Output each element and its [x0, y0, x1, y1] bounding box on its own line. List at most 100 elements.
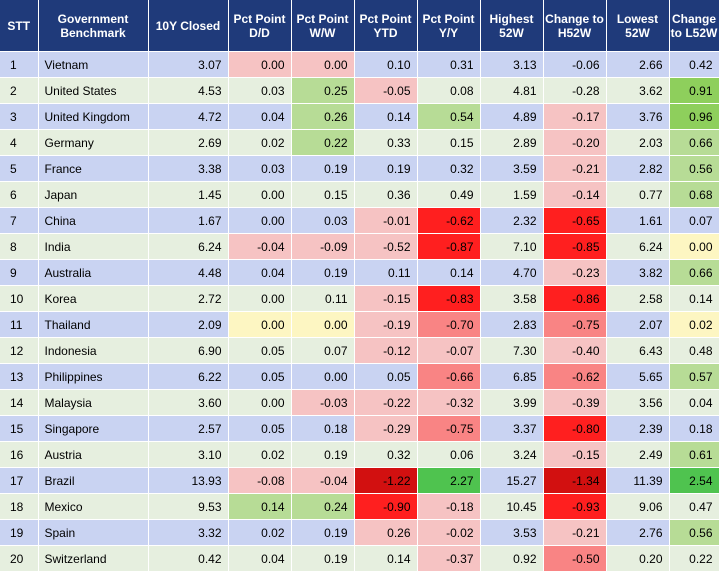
header-ww: Pct Point W/W — [291, 0, 355, 52]
cell-ytd: 0.33 — [354, 129, 418, 156]
cell-ww: 0.19 — [291, 441, 355, 468]
cell-closed: 6.24 — [148, 233, 229, 260]
cell-dd: 0.03 — [228, 155, 292, 182]
table-row: 16 Austria 3.10 0.02 0.19 0.32 0.06 3.24 -0.15 2.… — [0, 441, 720, 468]
cell-ytd: -0.01 — [354, 207, 418, 234]
cell-yy: -0.83 — [417, 285, 481, 312]
cell-dd: 0.02 — [228, 519, 292, 546]
cell-ww: 0.24 — [291, 493, 355, 520]
cell-stt: 16 — [0, 441, 39, 468]
cell-l52: 2.66 — [606, 51, 670, 78]
header-dd: Pct Point D/D — [228, 0, 292, 52]
cell-h52: 3.37 — [480, 415, 544, 442]
cell-cl52: 0.56 — [669, 519, 720, 546]
cell-ch52: -0.28 — [543, 77, 607, 104]
cell-l52: 5.65 — [606, 363, 670, 390]
table-row: 7 China 1.67 0.00 0.03 -0.01 -0.62 2.32 -0.65 1.6… — [0, 207, 720, 234]
cell-l52: 0.20 — [606, 545, 670, 572]
cell-yy: -0.87 — [417, 233, 481, 260]
cell-dd: 0.04 — [228, 103, 292, 130]
cell-ww: -0.04 — [291, 467, 355, 494]
cell-cl52: 0.56 — [669, 155, 720, 182]
cell-l52: 9.06 — [606, 493, 670, 520]
cell-dd: 0.00 — [228, 51, 292, 78]
cell-benchmark: Switzerland — [38, 545, 149, 572]
cell-ww: 0.19 — [291, 155, 355, 182]
cell-benchmark: France — [38, 155, 149, 182]
cell-ch52: -0.23 — [543, 259, 607, 286]
cell-ww: 0.00 — [291, 51, 355, 78]
cell-ytd: 0.32 — [354, 441, 418, 468]
cell-ch52: -0.15 — [543, 441, 607, 468]
cell-cl52: 0.96 — [669, 103, 720, 130]
cell-yy: 0.49 — [417, 181, 481, 208]
cell-closed: 4.48 — [148, 259, 229, 286]
cell-h52: 3.13 — [480, 51, 544, 78]
cell-cl52: 0.42 — [669, 51, 720, 78]
cell-benchmark: Mexico — [38, 493, 149, 520]
cell-ww: 0.19 — [291, 519, 355, 546]
cell-closed: 9.53 — [148, 493, 229, 520]
cell-ch52: -0.20 — [543, 129, 607, 156]
cell-ytd: 0.14 — [354, 103, 418, 130]
cell-l52: 2.39 — [606, 415, 670, 442]
cell-yy: 0.08 — [417, 77, 481, 104]
table-row: 11 Thailand 2.09 0.00 0.00 -0.19 -0.70 2.83 -0.7… — [0, 311, 720, 338]
cell-ww: -0.03 — [291, 389, 355, 416]
table-row: 3 United Kingdom 4.72 0.04 0.26 0.14 0.54 4.89-… — [0, 103, 720, 130]
cell-stt: 8 — [0, 233, 39, 260]
cell-cl52: 0.61 — [669, 441, 720, 468]
table-row: 10 Korea 2.72 0.00 0.11 -0.15 -0.83 3.58 -0.86 2.… — [0, 285, 720, 312]
cell-ch52: -0.85 — [543, 233, 607, 260]
cell-ytd: 0.10 — [354, 51, 418, 78]
cell-yy: -0.02 — [417, 519, 481, 546]
cell-ch52: -0.40 — [543, 337, 607, 364]
cell-ch52: -0.14 — [543, 181, 607, 208]
cell-l52: 2.07 — [606, 311, 670, 338]
cell-dd: 0.00 — [228, 181, 292, 208]
header-stt: STT — [0, 0, 39, 52]
cell-closed: 0.42 — [148, 545, 229, 572]
cell-l52: 3.82 — [606, 259, 670, 286]
cell-ytd: -0.12 — [354, 337, 418, 364]
cell-stt: 12 — [0, 337, 39, 364]
cell-ytd: 0.26 — [354, 519, 418, 546]
cell-benchmark: Brazil — [38, 467, 149, 494]
cell-ytd: 0.36 — [354, 181, 418, 208]
table-row: 19 Spain 3.32 0.02 0.19 0.26 -0.02 3.53 -0.21 2.7… — [0, 519, 720, 546]
cell-cl52: 0.14 — [669, 285, 720, 312]
cell-closed: 13.93 — [148, 467, 229, 494]
cell-dd: 0.00 — [228, 207, 292, 234]
cell-closed: 2.72 — [148, 285, 229, 312]
header-benchmark: Government Benchmark — [38, 0, 149, 52]
cell-closed: 2.57 — [148, 415, 229, 442]
cell-ch52: -0.06 — [543, 51, 607, 78]
cell-closed: 1.67 — [148, 207, 229, 234]
cell-yy: -0.66 — [417, 363, 481, 390]
cell-cl52: 0.02 — [669, 311, 720, 338]
cell-stt: 17 — [0, 467, 39, 494]
cell-h52: 3.53 — [480, 519, 544, 546]
cell-cl52: 0.22 — [669, 545, 720, 572]
cell-benchmark: Thailand — [38, 311, 149, 338]
cell-closed: 1.45 — [148, 181, 229, 208]
cell-ww: 0.22 — [291, 129, 355, 156]
cell-stt: 20 — [0, 545, 39, 572]
cell-benchmark: India — [38, 233, 149, 260]
cell-stt: 15 — [0, 415, 39, 442]
cell-cl52: 0.04 — [669, 389, 720, 416]
cell-ww: 0.00 — [291, 363, 355, 390]
cell-ytd: 0.05 — [354, 363, 418, 390]
table-row: 2 United States 4.53 0.03 0.25 -0.05 0.08 4.81-… — [0, 77, 720, 104]
cell-stt: 3 — [0, 103, 39, 130]
table-row: 1 Vietnam 3.07 0.00 0.00 0.10 0.31 3.13 -0.06 2.6… — [0, 51, 720, 78]
cell-closed: 3.60 — [148, 389, 229, 416]
cell-ww: 0.11 — [291, 285, 355, 312]
header-ytd: Pct Point YTD — [354, 0, 418, 52]
cell-benchmark: United Kingdom — [38, 103, 149, 130]
cell-ch52: -0.21 — [543, 519, 607, 546]
cell-dd: 0.00 — [228, 389, 292, 416]
cell-yy: 0.54 — [417, 103, 481, 130]
cell-l52: 2.82 — [606, 155, 670, 182]
cell-stt: 14 — [0, 389, 39, 416]
